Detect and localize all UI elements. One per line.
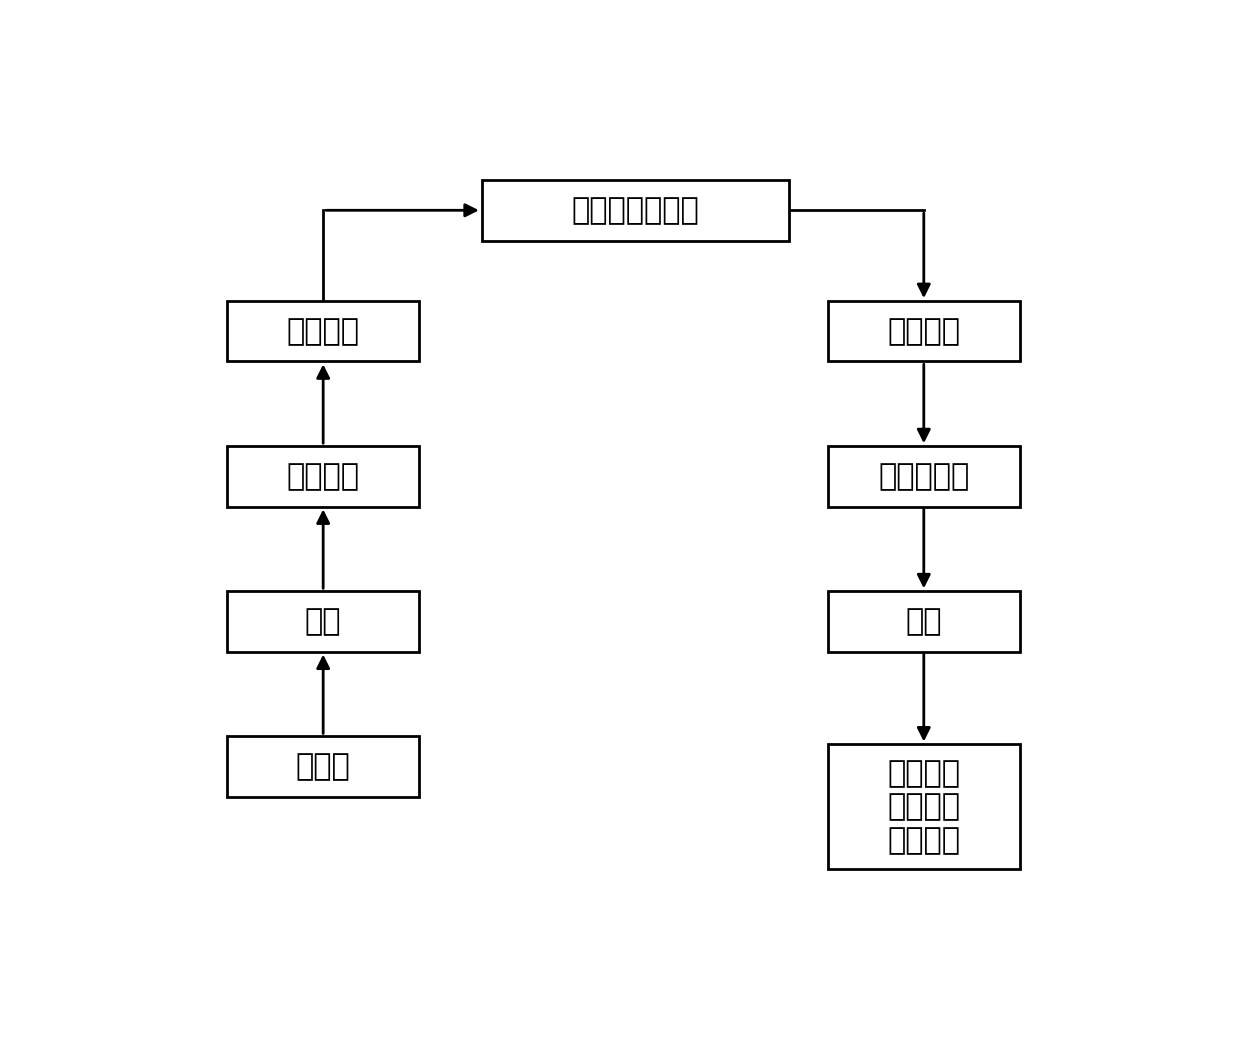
Bar <box>481 180 789 241</box>
Text: 鼨钓合金层: 鼨钓合金层 <box>878 462 970 491</box>
Bar <box>828 744 1021 869</box>
Bar <box>227 446 419 507</box>
Text: 清洗: 清洗 <box>305 607 341 636</box>
Text: 碳化: 碳化 <box>905 607 942 636</box>
Text: 高温烧结: 高温烧结 <box>888 317 960 346</box>
Text: 螺旋形鼨丝阴极: 螺旋形鼨丝阴极 <box>572 196 699 225</box>
Bar <box>828 446 1021 507</box>
Bar <box>227 592 419 651</box>
Bar <box>828 300 1021 361</box>
Text: 高温定型: 高温定型 <box>286 317 360 346</box>
Bar <box>227 300 419 361</box>
Bar <box>828 592 1021 651</box>
Text: 纯鼨丝: 纯鼨丝 <box>296 752 351 781</box>
Bar <box>227 736 419 797</box>
Text: 高功率磁
控管用直
热式阴极: 高功率磁 控管用直 热式阴极 <box>888 759 960 855</box>
Text: 高温绕制: 高温绕制 <box>286 462 360 491</box>
